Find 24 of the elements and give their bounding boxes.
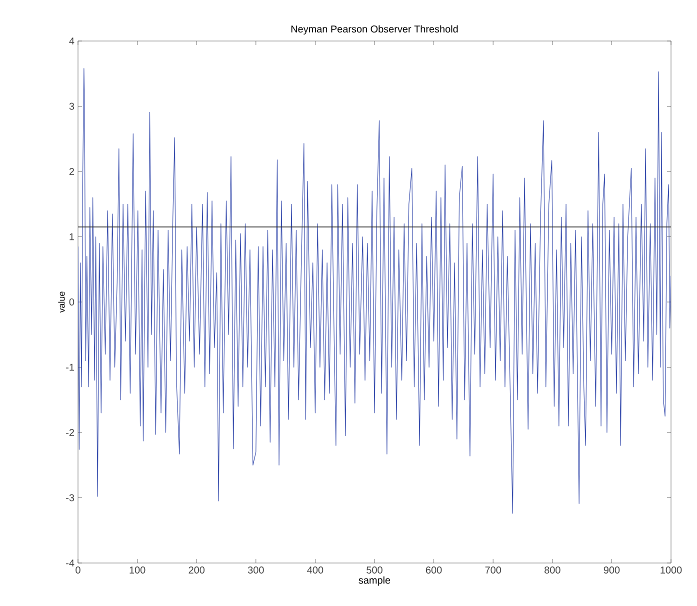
x-tick-label: 500 [366, 566, 382, 574]
x-tick-label: 600 [426, 566, 442, 574]
x-tick-label: 0 [76, 566, 80, 574]
x-tick-label: 700 [485, 566, 502, 574]
x-tick-label: 400 [307, 566, 324, 574]
y-tick-label: -2 [66, 429, 74, 436]
y-tick-label: -1 [66, 364, 74, 371]
y-tick-label: -4 [66, 560, 74, 566]
x-tick-label: 1000 [660, 566, 682, 574]
x-tick-label: 800 [544, 566, 560, 574]
x-tick-label: 900 [604, 566, 620, 574]
x-axis-title: sample [358, 576, 390, 586]
chart-title: Neyman Pearson Observer Threshold [291, 25, 458, 34]
y-tick-label: -3 [66, 494, 74, 502]
y-tick-label: 1 [70, 233, 74, 240]
y-tick-label: 2 [69, 168, 74, 175]
y-tick-label: 3 [69, 102, 74, 110]
y-axis-title: value [58, 292, 65, 313]
y-tick-label: 0 [69, 298, 74, 306]
x-tick-label: 100 [130, 566, 146, 574]
line-series [78, 68, 672, 514]
x-tick-label: 300 [248, 566, 264, 574]
y-tick-label: 4 [69, 38, 74, 44]
x-tick-label: 200 [188, 566, 205, 574]
